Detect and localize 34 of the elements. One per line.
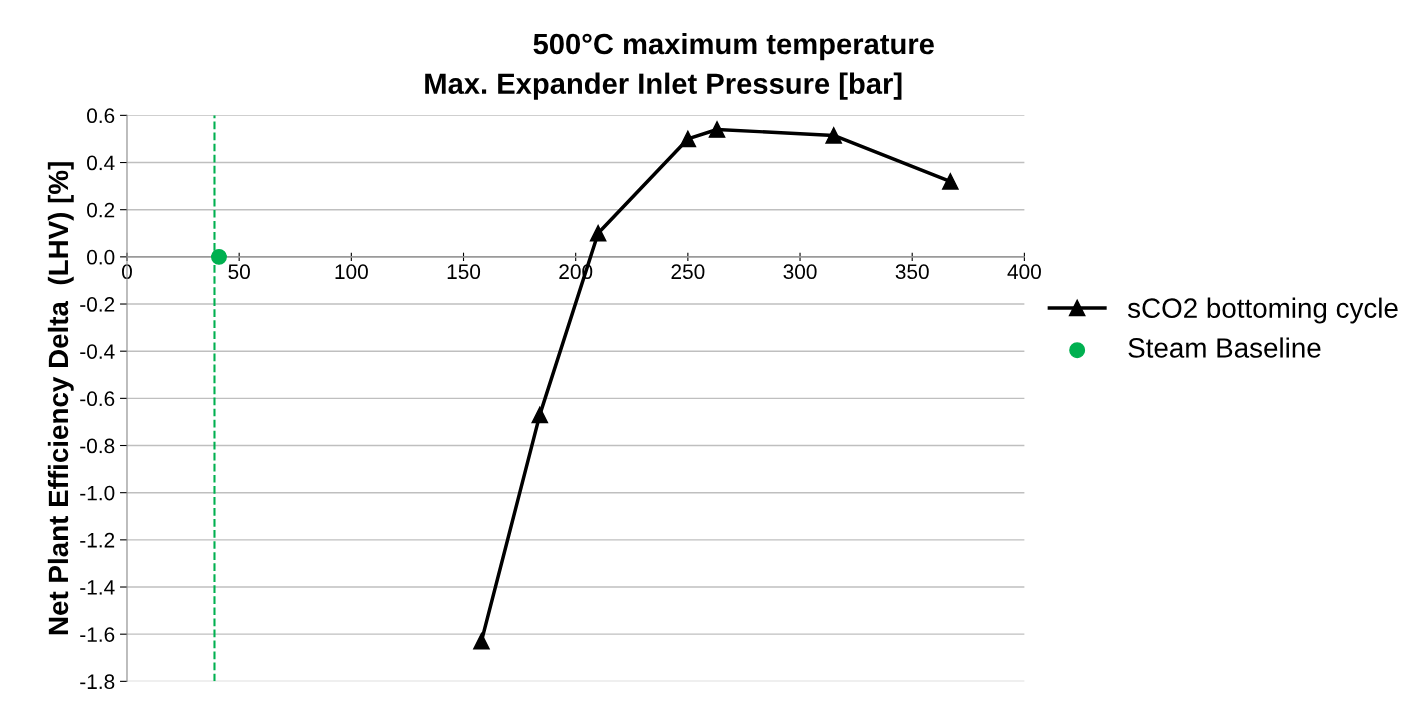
- y-tick-label: 0.4: [87, 155, 115, 171]
- x-tick-label: 100: [335, 264, 368, 280]
- point: [708, 121, 726, 138]
- x-tick-label: 150: [447, 264, 481, 280]
- y-tick-label: -1.0: [80, 485, 115, 501]
- y-tick-label: -0.2: [80, 297, 115, 312]
- x-tick-label: 250: [671, 264, 705, 280]
- x-tick-label: 350: [895, 264, 929, 280]
- point: [589, 224, 607, 242]
- x-tick-label: 0: [122, 264, 132, 280]
- x-tick-label: 300: [783, 264, 817, 280]
- point: [531, 406, 549, 424]
- y-tick-label: -1.2: [80, 532, 115, 548]
- x-axis-title: Max. Expander Inlet Pressure [bar]: [425, 72, 902, 100]
- y-tick-label: -1.8: [80, 674, 115, 690]
- point: [210, 248, 227, 265]
- y-tick-label: 0.2: [87, 202, 115, 218]
- point: [825, 127, 843, 144]
- y-axis-title: Net Plant Efficiency Delta (LHV) [%]: [47, 162, 74, 635]
- chart-title: 500°C maximum temperature: [533, 32, 934, 61]
- y-tick-label: -0.6: [80, 391, 115, 407]
- x-tick-label: 400: [1007, 264, 1041, 280]
- y-tick-label: -0.4: [80, 344, 115, 359]
- y-tick-label: -1.6: [80, 627, 115, 642]
- y-tick-label: 0.0: [87, 249, 115, 265]
- y-tick-label: -0.8: [80, 438, 115, 454]
- legend-label: Steam Baseline: [1128, 337, 1321, 358]
- x-tick-label: 50: [228, 264, 250, 280]
- y-tick-label: 0.6: [87, 108, 115, 124]
- point: [473, 632, 490, 650]
- point: [679, 130, 697, 148]
- legend-label: sCO2 bottoming cycle: [1127, 297, 1398, 324]
- y-tick-label: -1.4: [80, 580, 115, 595]
- point: [942, 173, 959, 190]
